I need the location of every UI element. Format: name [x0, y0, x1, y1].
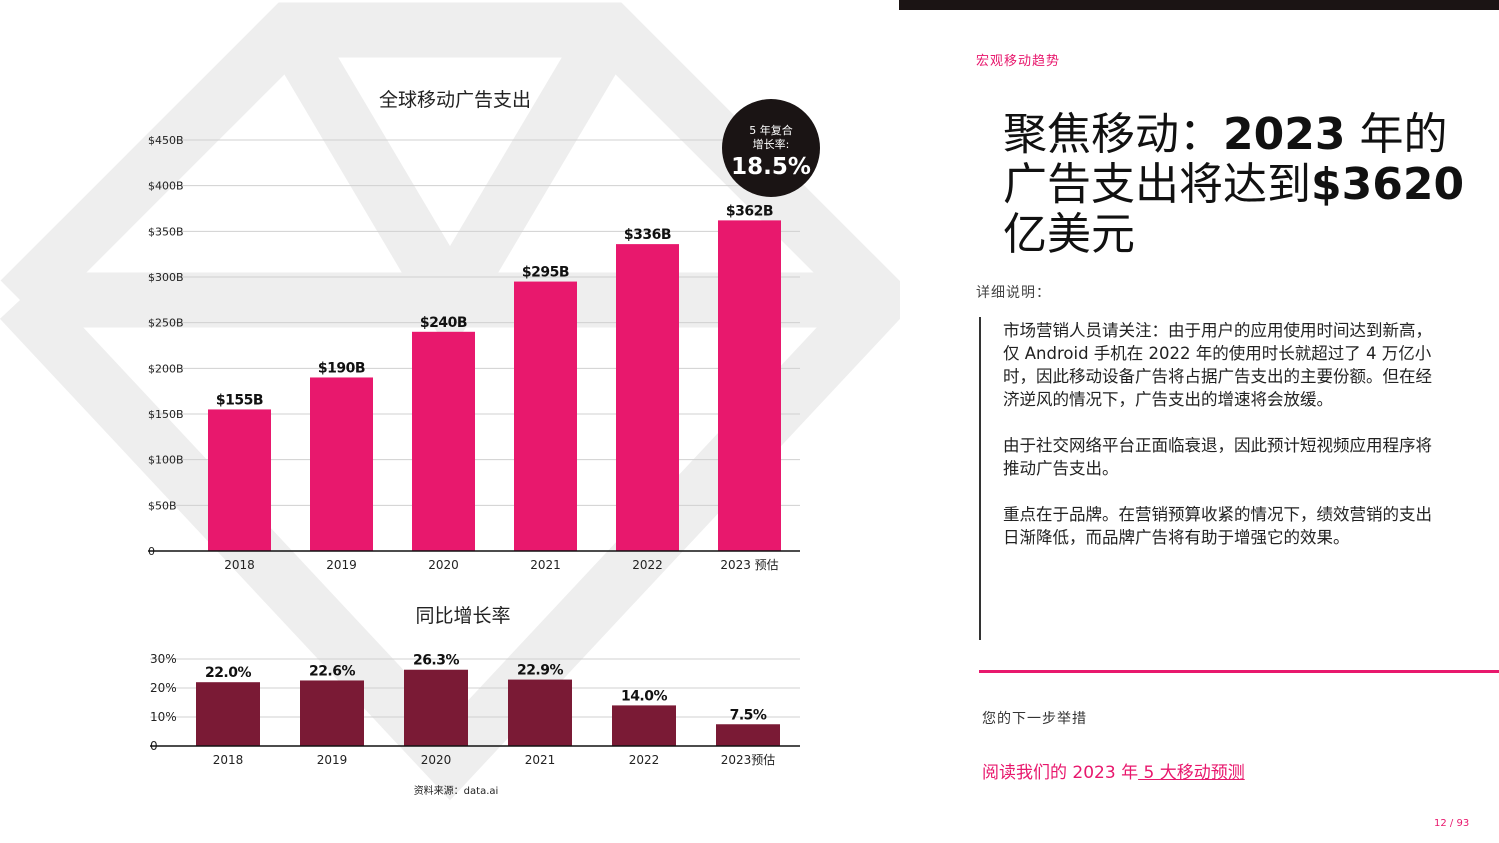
chart1-bar	[514, 281, 577, 551]
chart2-x-tick-label: 2020	[421, 753, 452, 767]
body-text: 市场营销人员请关注：由于用户的应用使用时间达到新高，仅 Android 手机在 …	[1003, 319, 1448, 572]
chart2-y-tick-label: 20%	[150, 681, 177, 695]
chart1-y-tick-label: $250B	[148, 317, 184, 330]
chart2-bars	[196, 669, 780, 746]
read-link-prefix[interactable]: 阅读我们的 2023 年	[982, 763, 1139, 783]
chart2-x-tick-label: 2021	[525, 753, 556, 767]
chart2-x-tick-label: 2019	[317, 753, 348, 767]
chart1-y-axis: 0$50B$100B$150B$200B$250B$300B$350B$400B…	[148, 134, 184, 558]
chart1-data-label: $190B	[318, 360, 365, 376]
chart1-data-label: $336B	[624, 227, 671, 243]
next-steps-label: 您的下一步举措	[982, 711, 1087, 727]
cagr-badge-line2: 增长率:	[753, 137, 790, 151]
chart1-y-tick-label: $300B	[148, 271, 184, 284]
body-paragraph-1: 市场营销人员请关注：由于用户的应用使用时间达到新高，仅 Android 手机在 …	[1003, 321, 1432, 409]
headline-part3: 亿美元	[1003, 209, 1135, 260]
chart1-bar	[310, 377, 373, 551]
section-divider	[979, 670, 1499, 673]
chart1-y-tick-label: $150B	[148, 408, 184, 421]
headline-part1: 聚焦移动：	[1003, 109, 1223, 160]
chart2-x-tick-label: 2018	[213, 753, 244, 767]
headline-part2: 年的广告支出将达到	[1003, 109, 1448, 210]
cagr-badge-value: 18.5%	[731, 154, 811, 180]
chart2-data-label: 7.5%	[730, 707, 767, 723]
chart2-bar	[300, 680, 364, 746]
chart2-x-tick-label: 2023预估	[721, 753, 776, 767]
chart2-data-label: 22.9%	[517, 663, 564, 679]
body-rule	[979, 317, 981, 640]
chart1-y-tick-label: $400B	[148, 180, 184, 193]
chart1-data-label: $362B	[726, 203, 773, 219]
chart2-data-labels: 22.0% 22.6% 26.3% 22.9% 14.0% 7.5%	[205, 653, 767, 724]
headline: 聚焦移动：2023 年的广告支出将达到$3620 亿美元	[1003, 110, 1473, 260]
headline-bold1: 2023	[1223, 109, 1346, 160]
chart1-data-labels: $155B $190B $240B $295B $336B $362B	[216, 203, 774, 408]
chart1-x-tick-label: 2021	[530, 558, 561, 572]
charts-canvas: 0$50B$100B$150B$200B$250B$300B$350B$400B…	[148, 89, 820, 797]
chart2-x-tick-label: 2022	[629, 753, 660, 767]
chart1-bar	[616, 244, 679, 551]
chart2-bar	[716, 724, 780, 746]
chart1-bar	[718, 220, 781, 551]
chart2-y-tick-label: 10%	[150, 710, 177, 724]
chart2-bar	[612, 705, 676, 746]
chart2-bar	[508, 679, 572, 746]
chart1-data-label: $295B	[522, 265, 569, 281]
chart1-x-tick-label: 2018	[224, 558, 255, 572]
chart1-bar	[208, 409, 271, 551]
chart1-y-tick-label: $450B	[148, 134, 184, 147]
chart2-data-label: 22.0%	[205, 665, 252, 681]
chart2-data-label: 14.0%	[621, 688, 668, 704]
body-paragraph-3: 重点在于品牌。在营销预算收紧的情况下，绩效营销的支出日渐降低，而品牌广告将有助于…	[1003, 505, 1432, 547]
chart2-title: 同比增长率	[415, 605, 510, 627]
chart1-data-label: $240B	[420, 315, 467, 331]
chart1-x-tick-label: 2023 预估	[720, 558, 778, 572]
chart1-data-label: $155B	[216, 392, 263, 408]
chart1-y-tick-label: $350B	[148, 225, 184, 238]
chart2-y-axis: 010%20%30%	[150, 652, 177, 753]
chart1-x-axis: 2018 2019 2020 2021 2022 2023 预估	[224, 558, 778, 572]
chart1-x-tick-label: 2020	[428, 558, 459, 572]
top-bar	[899, 0, 1499, 10]
chart1-bars	[208, 220, 781, 551]
chart2-data-label: 26.3%	[413, 653, 460, 669]
chart1-x-tick-label: 2019	[326, 558, 357, 572]
chart2-y-tick-label: 30%	[150, 652, 177, 666]
details-label: 详细说明：	[976, 285, 1051, 301]
cagr-badge-circle	[722, 99, 820, 197]
chart1-y-tick-label: $50B	[148, 499, 177, 512]
source-note: 资料来源：data.ai	[414, 784, 499, 797]
chart1-y-tick-label: $100B	[148, 454, 184, 467]
body-paragraph-2: 由于社交网络平台正面临衰退，因此预计短视频应用程序将推动广告支出。	[1003, 436, 1432, 478]
chart1-x-tick-label: 2022	[632, 558, 663, 572]
headline-bold2: $3620	[1311, 159, 1465, 210]
chart1-y-tick-label: $200B	[148, 362, 184, 375]
chart2-bar	[404, 669, 468, 746]
section-label: 宏观移动趋势	[976, 54, 1061, 69]
cagr-badge-line1: 5 年复合	[749, 123, 793, 137]
read-link-underlined[interactable]: 5 大移动预测	[1138, 763, 1245, 783]
chart2-data-label: 22.6%	[309, 663, 356, 679]
chart2-bar	[196, 682, 260, 746]
read-predictions-link[interactable]: 阅读我们的 2023 年 5 大移动预测	[982, 758, 1245, 783]
chart2-x-axis: 2018 2019 2020 2021 2022 2023预估	[213, 753, 776, 767]
page-number: 12 / 93	[1434, 818, 1470, 829]
chart1-bar	[412, 331, 475, 551]
chart1-title: 全球移动广告支出	[379, 89, 531, 111]
cagr-badge: 5 年复合 增长率: 18.5%	[722, 99, 820, 197]
